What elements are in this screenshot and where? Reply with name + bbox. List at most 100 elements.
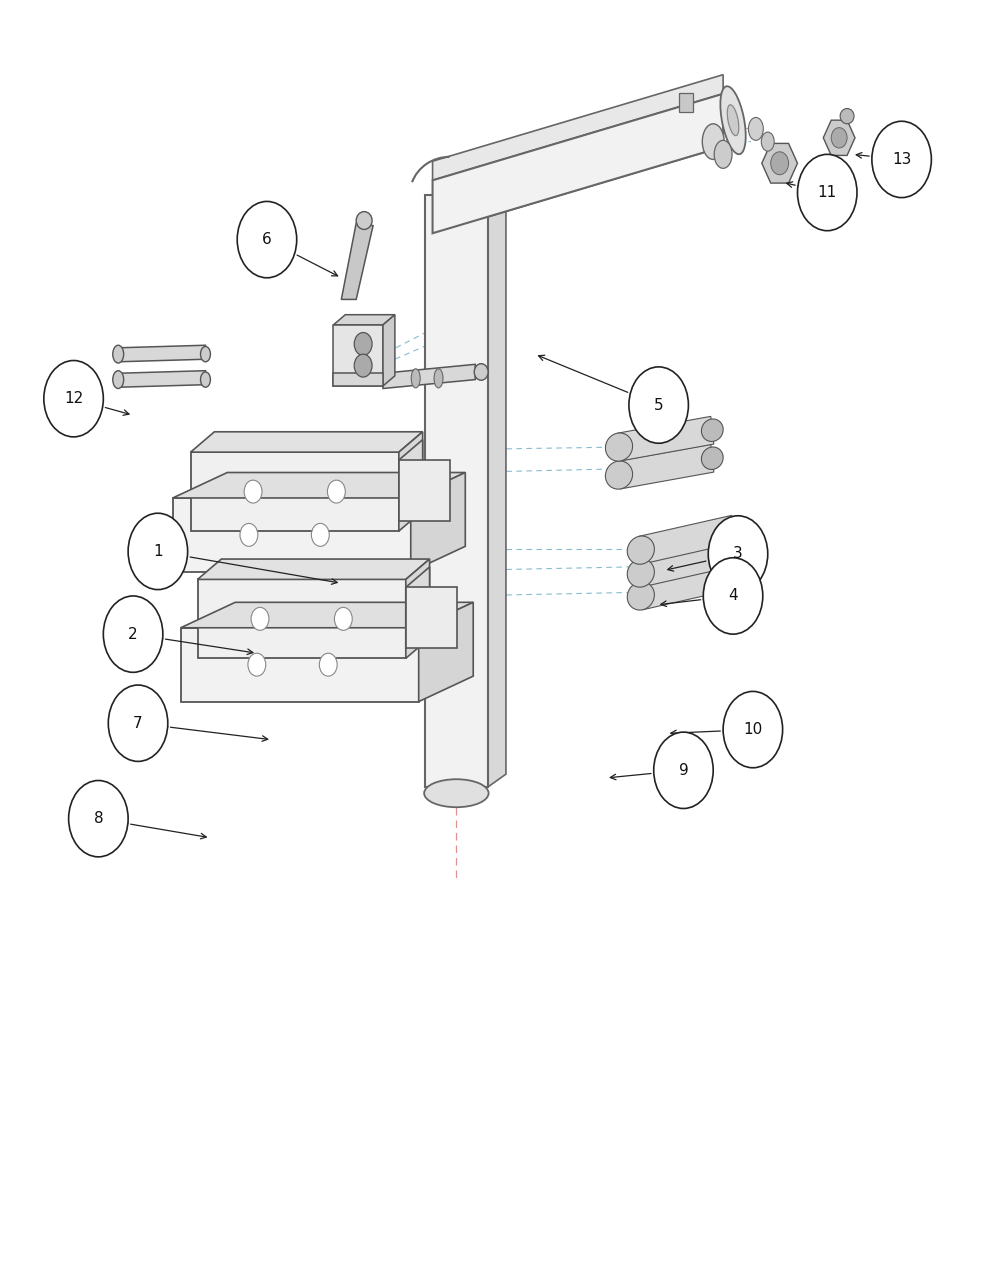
Polygon shape — [198, 559, 430, 579]
Polygon shape — [617, 416, 714, 461]
Polygon shape — [411, 473, 465, 571]
Circle shape — [128, 514, 188, 589]
Circle shape — [723, 692, 783, 767]
Text: 9: 9 — [679, 762, 688, 778]
Polygon shape — [617, 445, 714, 489]
Ellipse shape — [748, 118, 763, 141]
Text: 7: 7 — [133, 716, 143, 730]
Polygon shape — [173, 498, 411, 571]
Polygon shape — [198, 579, 406, 658]
Polygon shape — [181, 602, 473, 628]
Polygon shape — [191, 432, 423, 452]
Polygon shape — [383, 315, 395, 386]
Circle shape — [334, 607, 352, 630]
Ellipse shape — [714, 141, 732, 168]
Ellipse shape — [605, 433, 633, 461]
Text: 10: 10 — [743, 722, 763, 737]
Polygon shape — [399, 460, 450, 521]
Ellipse shape — [356, 211, 372, 229]
Polygon shape — [679, 94, 693, 113]
Polygon shape — [406, 559, 430, 658]
Polygon shape — [419, 602, 473, 702]
Ellipse shape — [720, 86, 746, 154]
Ellipse shape — [627, 559, 654, 587]
Circle shape — [872, 122, 931, 197]
Ellipse shape — [627, 535, 654, 564]
Text: 13: 13 — [892, 152, 911, 167]
Polygon shape — [333, 373, 383, 386]
Polygon shape — [433, 94, 723, 233]
Polygon shape — [118, 346, 205, 361]
Text: 3: 3 — [733, 547, 743, 561]
Text: 11: 11 — [818, 184, 837, 200]
Polygon shape — [399, 432, 423, 532]
Polygon shape — [173, 473, 465, 498]
Circle shape — [327, 480, 345, 503]
Polygon shape — [191, 452, 399, 532]
Circle shape — [251, 607, 269, 630]
Ellipse shape — [701, 447, 723, 470]
Circle shape — [354, 354, 372, 377]
Circle shape — [240, 524, 258, 546]
Polygon shape — [639, 538, 735, 587]
Ellipse shape — [723, 518, 744, 541]
Polygon shape — [823, 120, 855, 155]
Polygon shape — [399, 439, 423, 521]
Ellipse shape — [605, 461, 633, 489]
Ellipse shape — [840, 109, 854, 124]
Ellipse shape — [723, 564, 744, 587]
Ellipse shape — [411, 369, 420, 388]
Circle shape — [69, 780, 128, 857]
Circle shape — [319, 653, 337, 676]
Polygon shape — [341, 223, 373, 300]
Polygon shape — [433, 74, 723, 181]
Text: 4: 4 — [728, 588, 738, 603]
Ellipse shape — [424, 779, 489, 807]
Polygon shape — [639, 561, 735, 610]
Polygon shape — [118, 370, 205, 387]
Circle shape — [354, 333, 372, 355]
Circle shape — [654, 733, 713, 808]
Ellipse shape — [434, 369, 443, 388]
Polygon shape — [425, 195, 488, 787]
Ellipse shape — [727, 105, 739, 136]
Polygon shape — [333, 325, 383, 386]
Circle shape — [629, 366, 688, 443]
Ellipse shape — [701, 419, 723, 442]
Circle shape — [703, 557, 763, 634]
Circle shape — [248, 653, 266, 676]
Ellipse shape — [627, 582, 654, 610]
Circle shape — [798, 154, 857, 231]
Circle shape — [44, 360, 103, 437]
Polygon shape — [639, 515, 735, 564]
Text: 5: 5 — [654, 397, 663, 412]
Polygon shape — [181, 628, 419, 702]
Ellipse shape — [723, 541, 744, 564]
Polygon shape — [488, 182, 506, 787]
Circle shape — [237, 201, 297, 278]
Text: 6: 6 — [262, 232, 272, 247]
Circle shape — [831, 128, 847, 149]
Polygon shape — [383, 364, 475, 388]
Polygon shape — [406, 567, 430, 648]
Text: 1: 1 — [153, 544, 163, 559]
Circle shape — [108, 685, 168, 761]
Circle shape — [103, 596, 163, 673]
Ellipse shape — [113, 346, 124, 363]
Circle shape — [244, 480, 262, 503]
Ellipse shape — [761, 132, 774, 151]
Polygon shape — [433, 132, 723, 233]
Ellipse shape — [113, 370, 124, 388]
Circle shape — [311, 524, 329, 546]
Polygon shape — [762, 143, 798, 183]
Circle shape — [771, 151, 789, 174]
Circle shape — [708, 516, 768, 592]
Polygon shape — [333, 315, 395, 325]
Polygon shape — [406, 587, 457, 648]
Text: 8: 8 — [94, 811, 103, 826]
Text: 2: 2 — [128, 626, 138, 642]
Ellipse shape — [201, 347, 210, 361]
Ellipse shape — [702, 124, 724, 159]
Ellipse shape — [474, 364, 488, 380]
Text: 12: 12 — [64, 391, 83, 406]
